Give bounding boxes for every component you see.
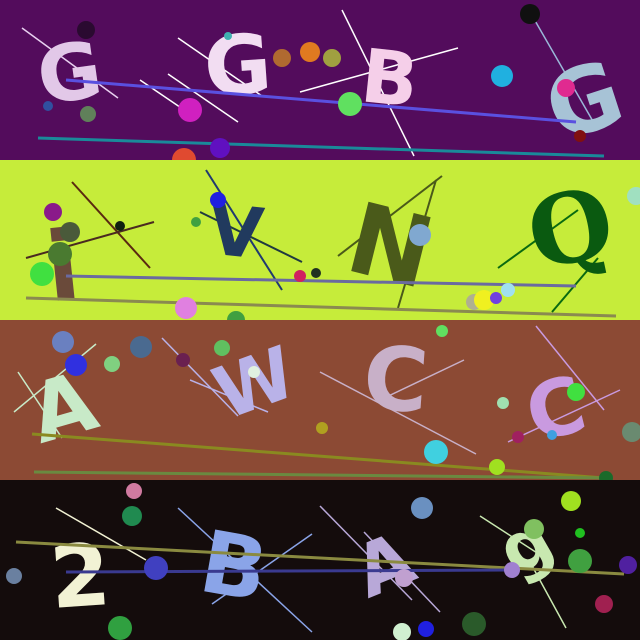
captcha-band-1: G G B G <box>0 0 640 172</box>
band-4-char-1: 2 <box>47 525 114 629</box>
band-3-char-3: C <box>360 326 432 433</box>
band-1-streaks <box>37 78 605 158</box>
band-3-background <box>0 320 640 480</box>
captcha-band-4: 2 B A g <box>0 480 640 640</box>
captcha-band-2: i V N Q <box>0 160 640 329</box>
band-4-noise <box>55 505 567 633</box>
band-1-char-2: G <box>201 17 275 116</box>
band-1-char-3: B <box>357 33 422 124</box>
band-2-streaks <box>25 274 617 318</box>
band-3-streaks <box>31 432 611 480</box>
band-1-char-1: G <box>32 25 108 123</box>
band-4-dots <box>6 483 637 640</box>
band-4-streaks <box>15 540 625 576</box>
captcha-band-3: A W C C <box>0 320 640 485</box>
band-3-noise <box>13 325 621 455</box>
band-1-background <box>0 0 640 160</box>
band-2-background <box>0 160 640 320</box>
